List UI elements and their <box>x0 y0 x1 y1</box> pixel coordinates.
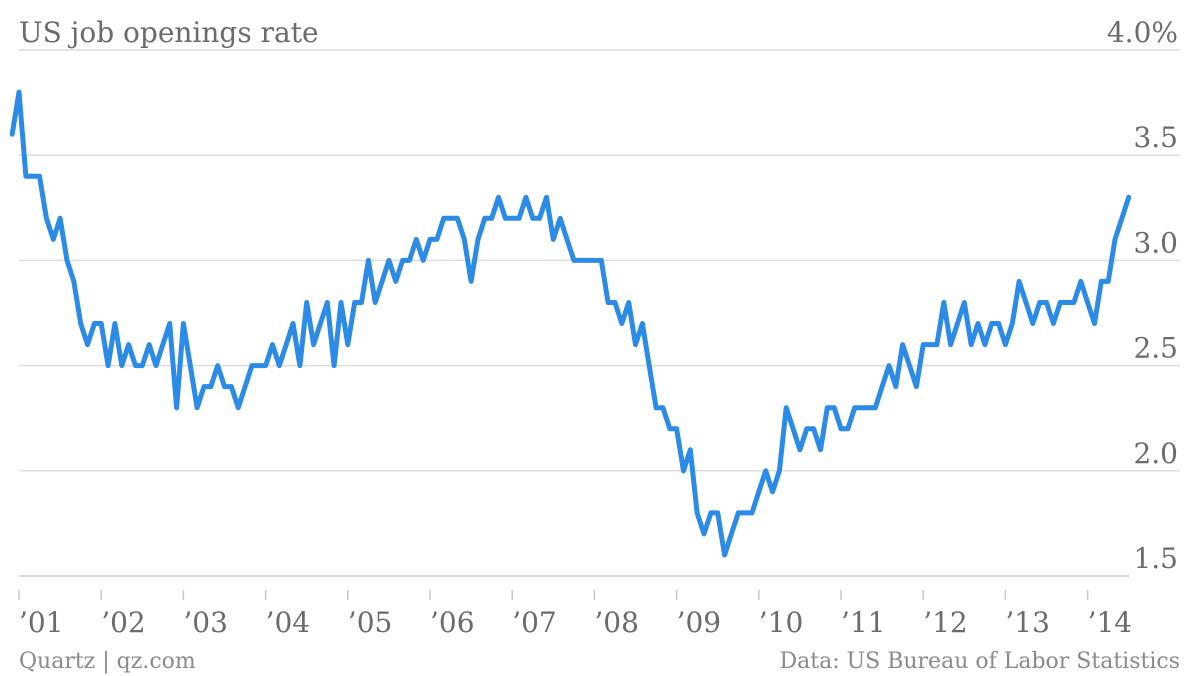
y-tick-label: 4.0% <box>1107 16 1178 49</box>
y-tick-label: 1.5 <box>1133 542 1178 575</box>
y-axis-tick-labels: 4.0% 3.5 3.0 2.5 2.0 1.5 <box>1107 16 1178 575</box>
footer-source-right: Data: US Bureau of Labor Statistics <box>779 649 1180 674</box>
x-axis-tick-labels: ’01 ’02 ’03 ’04 ’05 ’06 ’07 ’08 ’09 ’10 ’11 ’12 ’13 ’… <box>19 606 1132 639</box>
footer-source-left: Quartz | qz.com <box>19 649 196 674</box>
x-tick-label: ’14 <box>1088 606 1133 639</box>
y-tick-label: 2.5 <box>1133 332 1178 365</box>
x-tick-label: ’10 <box>759 606 804 639</box>
x-tick-label: ’07 <box>512 606 557 639</box>
x-tick-label: ’08 <box>594 606 639 639</box>
y-tick-label: 3.0 <box>1133 226 1178 259</box>
x-tick-label: ’04 <box>266 606 311 639</box>
x-tick-label: ’06 <box>430 606 475 639</box>
series-line <box>9 89 1132 558</box>
y-tick-label: 2.0 <box>1133 437 1178 470</box>
x-tick-label: ’03 <box>183 606 228 639</box>
chart-title: US job openings rate <box>19 16 319 49</box>
x-tick-label: ’09 <box>677 606 722 639</box>
x-axis <box>18 575 1129 600</box>
series-layer <box>9 89 1132 558</box>
x-tick-label: ’11 <box>841 606 886 639</box>
x-tick-label: ’13 <box>1005 606 1050 639</box>
x-tick-label: ’02 <box>101 606 146 639</box>
y-tick-label: 3.5 <box>1133 121 1178 154</box>
x-tick-label: ’05 <box>348 606 393 639</box>
x-tick-label: ’01 <box>19 606 64 639</box>
x-tick-label: ’12 <box>923 606 968 639</box>
